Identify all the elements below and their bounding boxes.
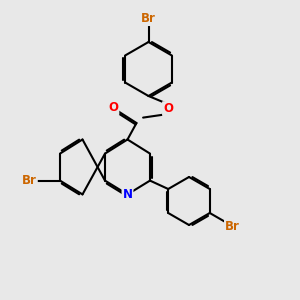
Text: O: O xyxy=(108,101,118,114)
Text: Br: Br xyxy=(225,220,240,232)
Text: O: O xyxy=(163,102,173,115)
Text: Br: Br xyxy=(141,12,156,25)
Text: N: N xyxy=(122,188,133,201)
Text: Br: Br xyxy=(22,174,37,187)
